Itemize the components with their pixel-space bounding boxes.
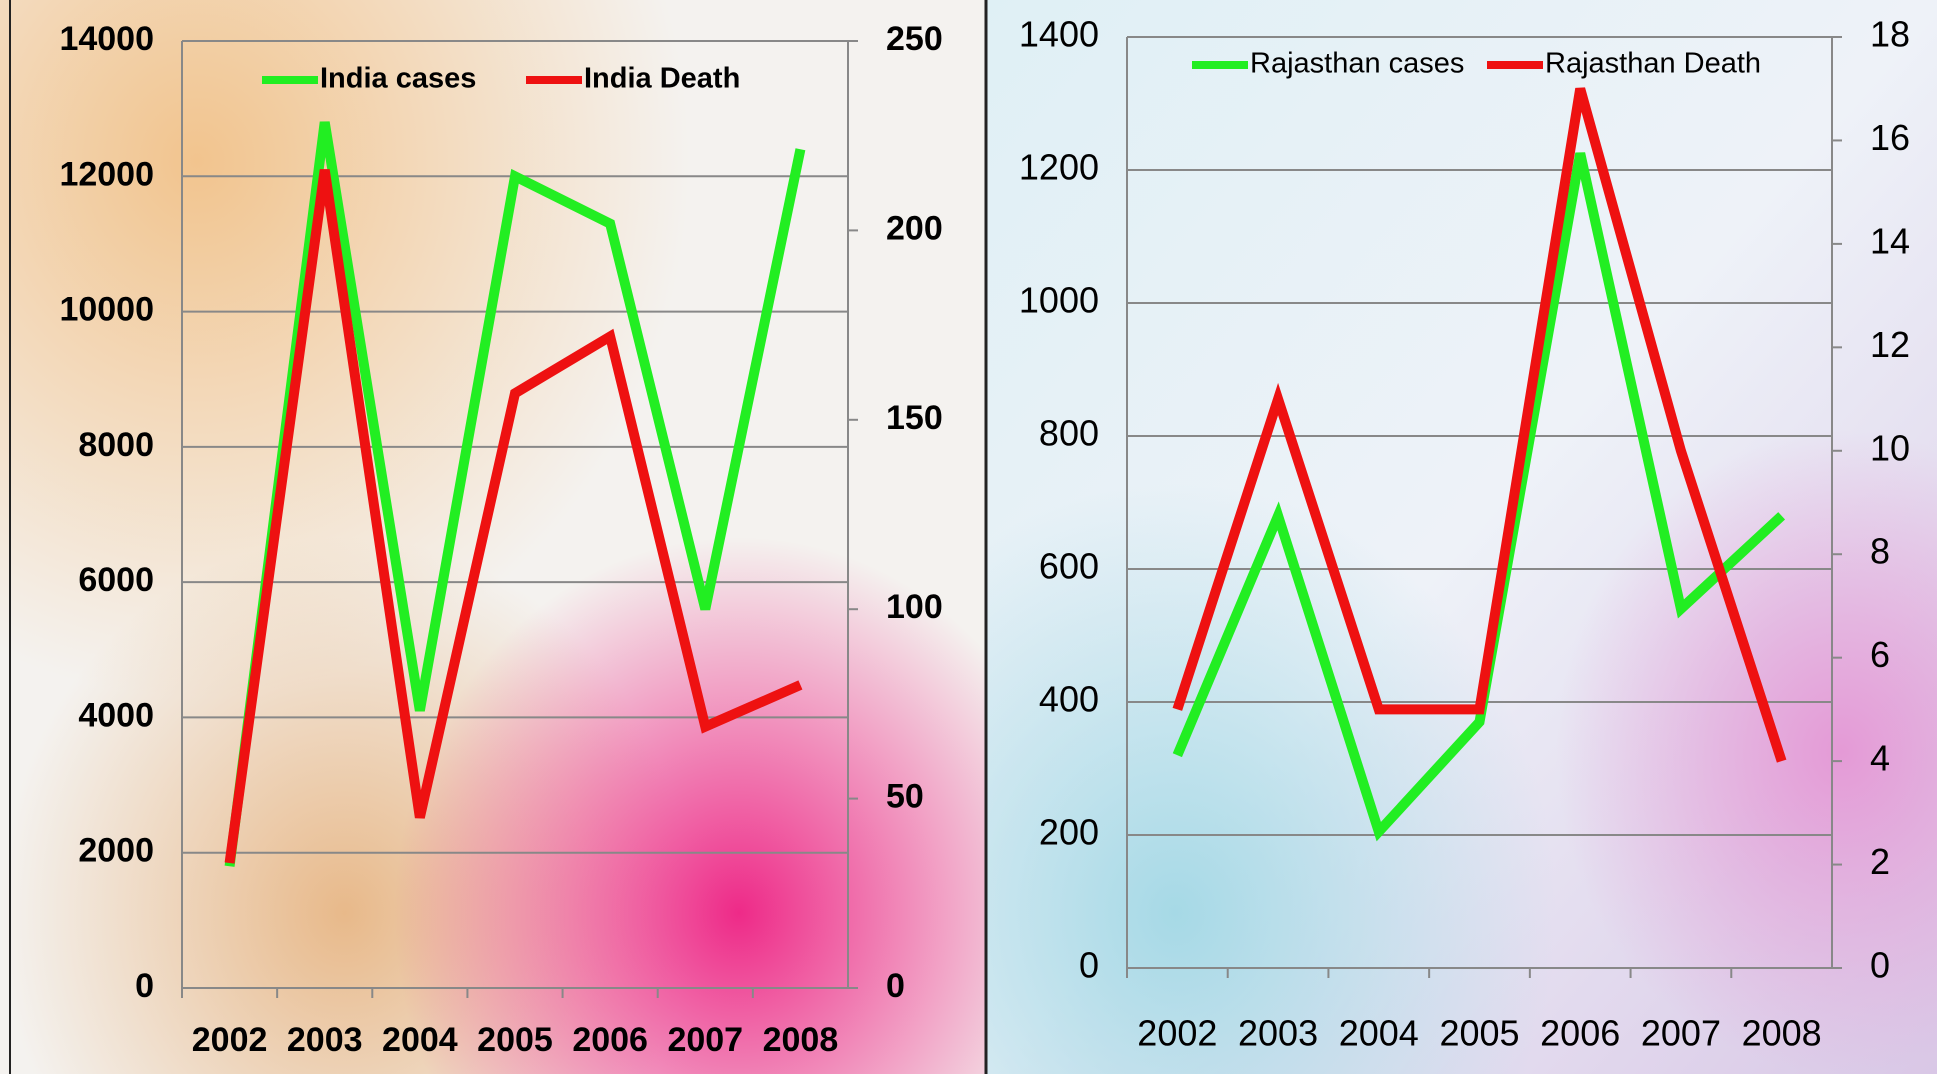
y-tick-label: 400 — [1039, 679, 1099, 720]
y-tick-label: 4000 — [78, 696, 154, 734]
x-tick-label: 2006 — [572, 1021, 648, 1059]
x-tick-label: 2008 — [763, 1021, 839, 1059]
y2-tick-label: 18 — [1870, 14, 1910, 55]
y-tick-label: 600 — [1039, 546, 1099, 587]
x-tick-label: 2005 — [1439, 1013, 1519, 1054]
series-line — [1172, 87, 1787, 763]
y-tick-label: 14000 — [59, 20, 154, 58]
y2-tick-label: 100 — [886, 588, 943, 626]
y-tick-label: 0 — [135, 967, 154, 1005]
y2-tick-label: 16 — [1870, 117, 1910, 158]
legend-label: India Death — [584, 63, 740, 95]
y-tick-label: 8000 — [78, 426, 154, 464]
y2-tick-label: 6 — [1870, 634, 1890, 675]
x-tick-label: 2003 — [287, 1021, 363, 1059]
y2-tick-label: 50 — [886, 778, 924, 816]
y-tick-label: 0 — [1079, 945, 1099, 986]
y-tick-label: 12000 — [59, 155, 154, 193]
y2-tick-label: 250 — [886, 20, 943, 58]
y2-tick-label: 4 — [1870, 738, 1890, 779]
x-tick-label: 2004 — [1339, 1013, 1419, 1054]
india-chart: 0 2000 4000 6000 8000 10000 12000 14000 0 50 100 15… — [59, 20, 942, 1059]
y-tick-label: 6000 — [78, 561, 154, 599]
legend-label: Rajasthan Death — [1545, 48, 1761, 80]
x-tick-label: 2002 — [192, 1021, 268, 1059]
legend-label: Rajasthan cases — [1250, 48, 1464, 80]
x-tick-label: 2003 — [1238, 1013, 1318, 1054]
series-line — [224, 169, 803, 864]
y2-tick-label: 2 — [1870, 841, 1890, 882]
x-tick-label: 2007 — [667, 1021, 743, 1059]
legend-label: India cases — [320, 63, 476, 95]
y-tick-label: 200 — [1039, 812, 1099, 853]
y2-tick-label: 200 — [886, 209, 943, 247]
x-tick-label: 2008 — [1742, 1013, 1822, 1054]
x-tick-label: 2005 — [477, 1021, 553, 1059]
y2-tick-label: 8 — [1870, 531, 1890, 572]
y2-tick-label: 12 — [1870, 324, 1910, 365]
y-tick-label: 800 — [1039, 413, 1099, 454]
x-tick-label: 2006 — [1540, 1013, 1620, 1054]
series-line — [224, 121, 806, 867]
rajasthan-chart: 0 200 400 600 800 1000 1200 1400 0 2 4 6 8 10 12 14 16 18… — [1019, 14, 1910, 1054]
x-tick-label: 2007 — [1641, 1013, 1721, 1054]
x-tick-label: 2002 — [1137, 1013, 1217, 1054]
series-line — [1172, 152, 1786, 842]
y2-tick-label: 14 — [1870, 220, 1910, 261]
y2-tick-label: 0 — [1870, 945, 1890, 986]
y2-tick-label: 10 — [1870, 427, 1910, 468]
y-tick-label: 10000 — [59, 291, 154, 329]
y2-tick-label: 150 — [886, 399, 943, 437]
x-tick-label: 2004 — [382, 1021, 458, 1059]
y-tick-label: 1000 — [1019, 280, 1099, 321]
y2-tick-label: 0 — [886, 967, 905, 1005]
y-tick-label: 2000 — [78, 832, 154, 870]
y-tick-label: 1400 — [1019, 14, 1099, 55]
y-tick-label: 1200 — [1019, 147, 1099, 188]
